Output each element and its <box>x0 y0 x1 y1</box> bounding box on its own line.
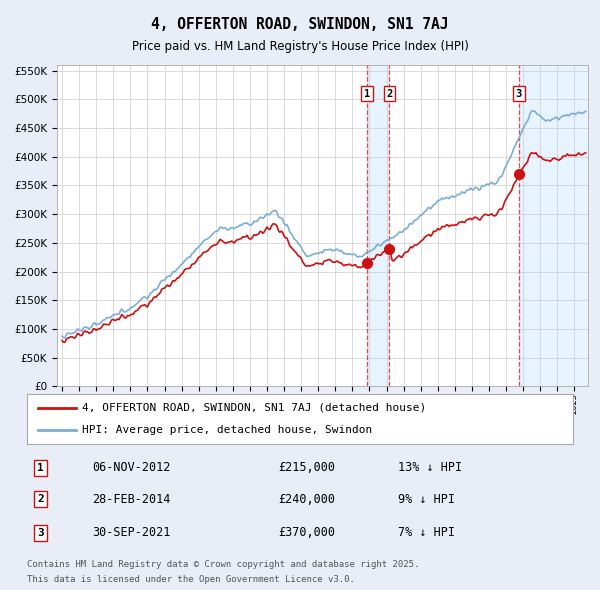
Text: HPI: Average price, detached house, Swindon: HPI: Average price, detached house, Swin… <box>82 425 372 435</box>
Text: £215,000: £215,000 <box>278 461 335 474</box>
Text: 7% ↓ HPI: 7% ↓ HPI <box>398 526 455 539</box>
Text: 4, OFFERTON ROAD, SWINDON, SN1 7AJ: 4, OFFERTON ROAD, SWINDON, SN1 7AJ <box>151 17 449 32</box>
Bar <box>367 65 389 386</box>
Text: This data is licensed under the Open Government Licence v3.0.: This data is licensed under the Open Gov… <box>27 575 355 585</box>
Text: 28-FEB-2014: 28-FEB-2014 <box>92 493 171 506</box>
Text: £240,000: £240,000 <box>278 493 335 506</box>
Text: 9% ↓ HPI: 9% ↓ HPI <box>398 493 455 506</box>
Text: 06-NOV-2012: 06-NOV-2012 <box>92 461 171 474</box>
Text: 30-SEP-2021: 30-SEP-2021 <box>92 526 171 539</box>
Bar <box>519 65 588 386</box>
Text: 1: 1 <box>364 88 370 99</box>
Text: Contains HM Land Registry data © Crown copyright and database right 2025.: Contains HM Land Registry data © Crown c… <box>27 559 419 569</box>
Text: 4, OFFERTON ROAD, SWINDON, SN1 7AJ (detached house): 4, OFFERTON ROAD, SWINDON, SN1 7AJ (deta… <box>82 402 426 412</box>
Text: 2: 2 <box>386 88 392 99</box>
Text: 2: 2 <box>37 494 44 504</box>
Text: £370,000: £370,000 <box>278 526 335 539</box>
Text: 3: 3 <box>37 527 44 537</box>
Text: 3: 3 <box>515 88 522 99</box>
Text: Price paid vs. HM Land Registry's House Price Index (HPI): Price paid vs. HM Land Registry's House … <box>131 40 469 53</box>
Text: 13% ↓ HPI: 13% ↓ HPI <box>398 461 463 474</box>
Text: 1: 1 <box>37 463 44 473</box>
